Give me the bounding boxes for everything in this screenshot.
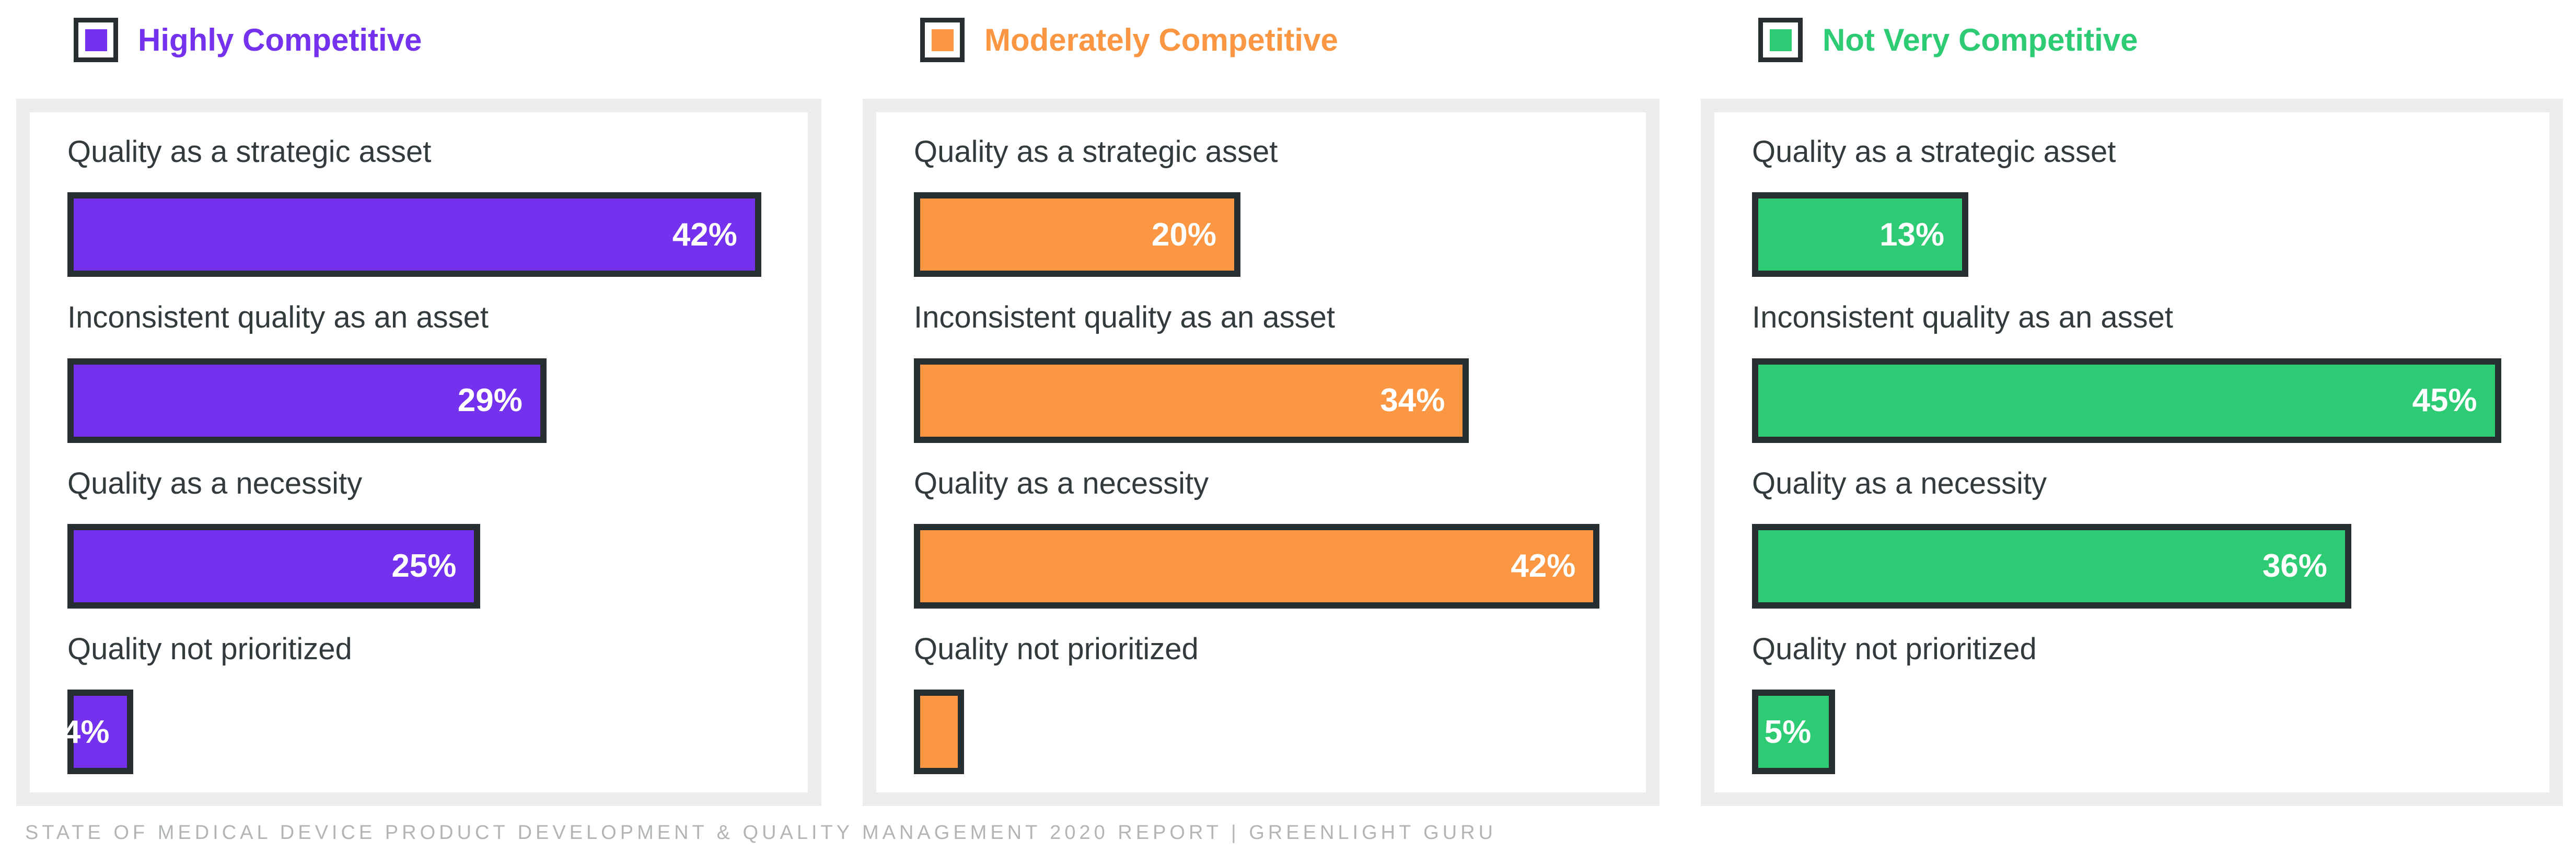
bar-value-label: 29% xyxy=(457,382,523,419)
bar-category-label: Quality as a necessity xyxy=(1752,466,2047,500)
legend-item-highly-competitive: Highly Competitive xyxy=(74,18,821,62)
bar-row: Quality as a necessity 36% xyxy=(1752,466,2524,609)
legend-swatch-fill xyxy=(1769,29,1792,51)
legend-label: Moderately Competitive xyxy=(984,22,1338,57)
legend-row: Highly Competitive Moderately Competitiv… xyxy=(0,0,2576,99)
bar-row: Quality as a strategic asset 13% xyxy=(1752,134,2524,277)
legend-swatch-icon xyxy=(920,18,965,62)
legend-swatch-icon xyxy=(74,18,118,62)
panel-not-very-competitive: Quality as a strategic asset 13% Inconsi… xyxy=(1701,99,2563,806)
bar-value-label: 4% xyxy=(62,714,110,750)
bar-value-label: 45% xyxy=(2412,382,2477,419)
bar-row: Inconsistent quality as an asset 45% xyxy=(1752,300,2524,443)
legend-cell: Highly Competitive xyxy=(16,18,821,99)
bar: 20% xyxy=(914,192,1240,277)
legend-cell: Not Very Competitive xyxy=(1701,18,2563,99)
bar-category-label: Inconsistent quality as an asset xyxy=(67,300,489,335)
bar-value-label: 36% xyxy=(2262,548,2327,585)
bar: 25% xyxy=(67,523,481,609)
bar-row: Inconsistent quality as an asset 29% xyxy=(67,300,783,443)
bar: 4% xyxy=(63,690,134,775)
bar-value-label: 42% xyxy=(1511,548,1576,585)
bar-category-label: Inconsistent quality as an asset xyxy=(914,300,1336,335)
bar-row: Quality as a necessity 42% xyxy=(914,466,1621,609)
bar-category-label: Quality not prioritized xyxy=(914,632,1199,666)
legend-cell: Moderately Competitive xyxy=(863,18,1660,99)
panels-row: Quality as a strategic asset 42% Inconsi… xyxy=(0,99,2576,806)
bar-category-label: Quality as a strategic asset xyxy=(914,135,1278,169)
bar-category-label: Quality as a necessity xyxy=(914,466,1209,500)
bar-category-label: Quality as a strategic asset xyxy=(67,135,432,169)
legend-swatch-icon xyxy=(1758,18,1803,62)
bar-value-label: 34% xyxy=(1380,382,1445,419)
bar: 13% xyxy=(1752,192,1969,277)
bar-value-label: 13% xyxy=(1879,216,1945,253)
bar-row: Inconsistent quality as an asset 34% xyxy=(914,300,1621,443)
bar-value-label: 42% xyxy=(672,216,737,253)
bar: 5% xyxy=(1752,690,1836,775)
bar-category-label: Inconsistent quality as an asset xyxy=(1752,300,2174,335)
bar-row: Quality as a strategic asset 42% xyxy=(67,134,783,277)
legend-swatch-fill xyxy=(85,29,107,51)
bar-row: Quality as a strategic asset 20% xyxy=(914,134,1621,277)
legend-label: Not Very Competitive xyxy=(1823,22,2138,57)
panel-highly-competitive: Quality as a strategic asset 42% Inconsi… xyxy=(16,99,821,806)
bar: 29% xyxy=(67,358,547,443)
bar-category-label: Quality not prioritized xyxy=(1752,632,2037,666)
legend-item-moderately-competitive: Moderately Competitive xyxy=(920,18,1660,62)
bar: 34% xyxy=(914,358,1469,443)
bar-row: Quality not prioritized 5% xyxy=(1752,632,2524,775)
legend-label: Highly Competitive xyxy=(138,22,422,57)
source-attribution: STATE OF MEDICAL DEVICE PRODUCT DEVELOPM… xyxy=(25,822,1497,844)
bar-row: Quality as a necessity 25% xyxy=(67,466,783,609)
bar-row: Quality not prioritized 4% xyxy=(63,632,783,775)
bar-value-label: 5% xyxy=(1764,714,1812,750)
bar: 42% xyxy=(67,192,761,277)
bar: 42% xyxy=(914,523,1600,609)
bar: 45% xyxy=(1752,358,2501,443)
bar-row: Quality not prioritized xyxy=(914,632,1621,775)
bar-category-label: Quality as a strategic asset xyxy=(1752,135,2116,169)
bar-value-label: 20% xyxy=(1151,216,1216,253)
legend-item-not-very-competitive: Not Very Competitive xyxy=(1758,18,2563,62)
bar-category-label: Quality not prioritized xyxy=(67,632,352,666)
bar xyxy=(914,690,964,775)
bar: 36% xyxy=(1752,523,2351,609)
panel-moderately-competitive: Quality as a strategic asset 20% Inconsi… xyxy=(863,99,1660,806)
bar-value-label: 25% xyxy=(391,548,457,585)
bar-category-label: Quality as a necessity xyxy=(67,466,363,500)
legend-swatch-fill xyxy=(931,29,954,51)
